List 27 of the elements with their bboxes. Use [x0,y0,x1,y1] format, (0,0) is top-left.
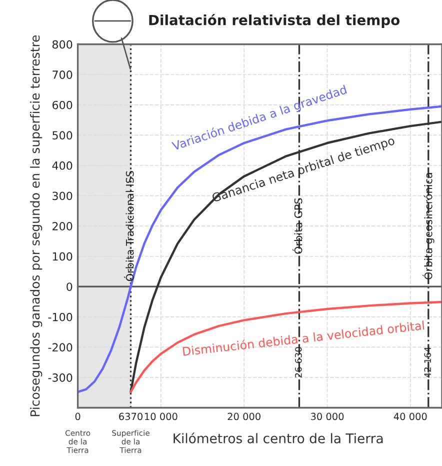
chart-title: Dilatación relativista del tiempo [149,14,400,28]
ref-line-label: Órbita GPS [292,198,302,254]
x-tick-label: 10 000 [145,412,178,420]
y-axis-title: Picosegundos ganados por segundo en la superficie terrestre [30,35,42,416]
x-tick-label: 6370 [119,412,142,420]
y-tick-label: 600 [52,100,72,110]
x-tick-label: 0 [75,412,80,420]
annotation: 26 630 [295,347,302,378]
y-tick-label: 400 [52,161,72,170]
line-series [130,300,442,394]
y-tick-label: 500 [52,131,72,140]
y-tick-label: -200 [48,343,72,352]
x-tick-label: 20 000 [228,412,260,420]
y-tick-label: -300 [48,373,72,382]
y-tick-label: 0 [66,282,72,291]
y-tick-label: 200 [52,222,72,230]
y-tick-label: 300 [52,192,72,200]
y-tick-label: 100 [52,252,72,261]
ref-line-label: Órbita geosincrónica [422,173,434,280]
x-tick-label: 40 000 [394,412,427,420]
ref-line-label: Órbita Tradicional ISS [124,170,134,282]
y-tick-label: 800 [52,40,72,49]
y-tick-label: 700 [52,70,72,79]
annotation: 42 164 [424,347,432,378]
y-tick-label: -100 [48,312,72,322]
x-axis-title: Kilómetros al centro de la Tierra [174,432,383,444]
x-tick-label: 30 000 [310,412,344,420]
